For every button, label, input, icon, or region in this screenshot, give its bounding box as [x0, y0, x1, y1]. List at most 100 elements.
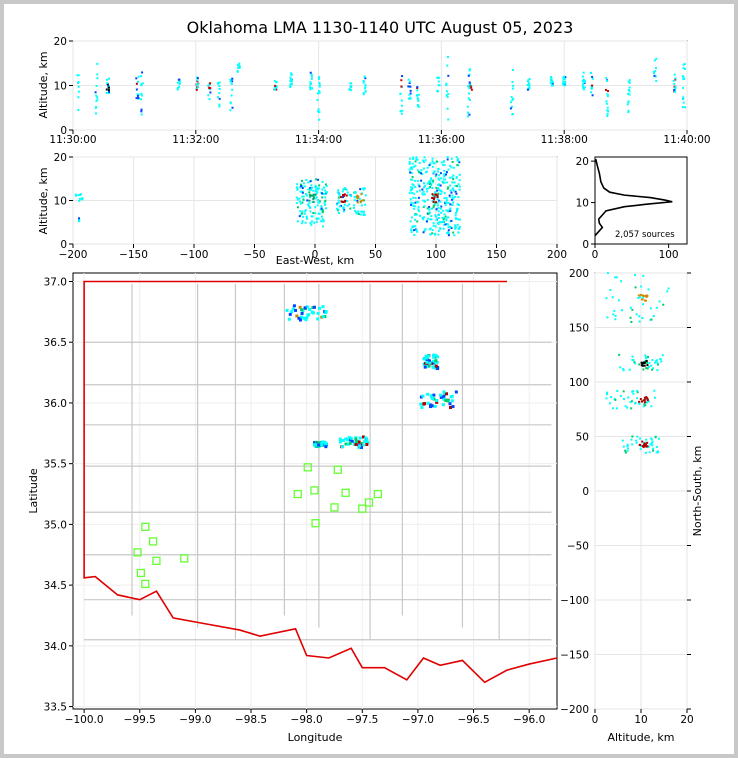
east-west-source	[442, 227, 445, 230]
east-west-source	[410, 228, 413, 231]
east-west-source	[301, 179, 304, 182]
east-west-source	[436, 221, 439, 224]
east-west-source	[447, 226, 450, 229]
map-source	[449, 405, 453, 409]
east-west-source	[320, 207, 323, 210]
time-altitude-source	[140, 108, 143, 111]
time-altitude-source	[468, 86, 471, 89]
east-west-source	[413, 225, 416, 228]
map-source	[312, 305, 316, 309]
time-altitude-source	[318, 85, 321, 88]
east-west-source	[350, 195, 353, 198]
north-south-source	[614, 314, 617, 317]
north-south-source-core	[646, 445, 649, 448]
time-altitude-source	[195, 88, 198, 91]
east-west-source	[356, 199, 359, 202]
east-west-source	[423, 186, 426, 189]
east-west-source	[411, 183, 414, 186]
east-west-source-core	[78, 199, 81, 202]
time-altitude-source	[653, 59, 656, 62]
time-altitude-source	[349, 86, 352, 89]
north-south-source	[622, 445, 625, 448]
lma-station-marker	[141, 522, 150, 531]
east-west-source	[435, 208, 438, 211]
east-west-source	[341, 190, 344, 193]
map-source	[295, 314, 299, 318]
east-west-source	[315, 187, 318, 190]
east-west-source	[346, 191, 349, 194]
time-altitude-source	[654, 70, 657, 73]
time-altitude-source	[107, 84, 110, 87]
map-source	[448, 402, 452, 406]
east-west-source	[449, 189, 452, 192]
map-source	[454, 390, 458, 394]
time-altitude-source	[135, 77, 138, 80]
east-west-source	[317, 201, 320, 204]
time-altitude-source	[628, 81, 631, 84]
north-south-source	[633, 361, 636, 364]
east-west-source	[413, 229, 416, 232]
latitude-tick-label: 36.5	[44, 337, 67, 349]
north-south-source	[666, 290, 669, 293]
east-west-source	[417, 183, 420, 186]
histogram-tick-label: 100	[659, 249, 679, 261]
east-west-source	[310, 184, 313, 187]
east-west-source-core	[312, 197, 315, 200]
east-west-source	[416, 190, 419, 193]
time-altitude-source	[510, 96, 513, 99]
time-altitude-source	[238, 65, 241, 68]
north-south-source	[647, 445, 650, 448]
north-south-source	[612, 407, 615, 410]
histogram-altitude-tick-label: 20	[576, 156, 589, 168]
east-west-source	[409, 157, 412, 160]
map-source	[297, 316, 301, 320]
east-west-source-core	[436, 195, 439, 198]
east-west-source-core	[356, 194, 359, 197]
north-south-source	[605, 297, 608, 300]
map-source	[312, 441, 316, 445]
east-west-source	[445, 217, 448, 220]
east-west-source	[443, 169, 446, 172]
east-west-source	[324, 189, 327, 192]
time-altitude-source	[564, 76, 567, 79]
north-south-source	[649, 437, 652, 440]
east-west-source	[447, 229, 450, 232]
map-source	[432, 393, 436, 397]
north-south-source	[615, 276, 618, 279]
north-south-source	[606, 391, 609, 394]
time-altitude-source	[311, 87, 314, 90]
time-altitude-source	[437, 80, 440, 83]
east-west-source	[437, 184, 440, 187]
east-west-source	[302, 195, 305, 198]
map-source	[310, 310, 314, 314]
time-altitude-source	[682, 78, 685, 81]
east-west-source	[430, 183, 433, 186]
east-west-source	[363, 187, 366, 190]
east-west-source	[316, 191, 319, 194]
east-west-source	[442, 218, 445, 221]
time-altitude-source	[436, 89, 439, 92]
time-altitude-source	[105, 88, 108, 91]
east-west-source	[412, 204, 415, 207]
east-west-source-core	[435, 201, 438, 204]
time-altitude-source	[447, 118, 450, 121]
north-south-source-core	[641, 362, 644, 365]
east-west-source	[305, 217, 308, 220]
time-altitude-source	[218, 92, 221, 95]
east-west-source	[436, 198, 439, 201]
east-west-source	[437, 214, 440, 217]
north-south-source	[654, 436, 657, 439]
north-south-source	[642, 405, 645, 408]
time-altitude-source	[683, 68, 686, 71]
north-south-source-core	[644, 294, 647, 297]
north-south-source	[610, 395, 613, 398]
east-west-source-core	[341, 200, 344, 203]
east-west-source	[296, 198, 299, 201]
time-altitude-source	[177, 78, 180, 81]
north-south-source	[645, 361, 648, 364]
time-altitude-source	[437, 76, 440, 79]
map-source	[346, 442, 350, 446]
east-west-source	[324, 196, 327, 199]
longitude-tick-label: −99.0	[179, 714, 211, 726]
east-west-source	[423, 193, 426, 196]
